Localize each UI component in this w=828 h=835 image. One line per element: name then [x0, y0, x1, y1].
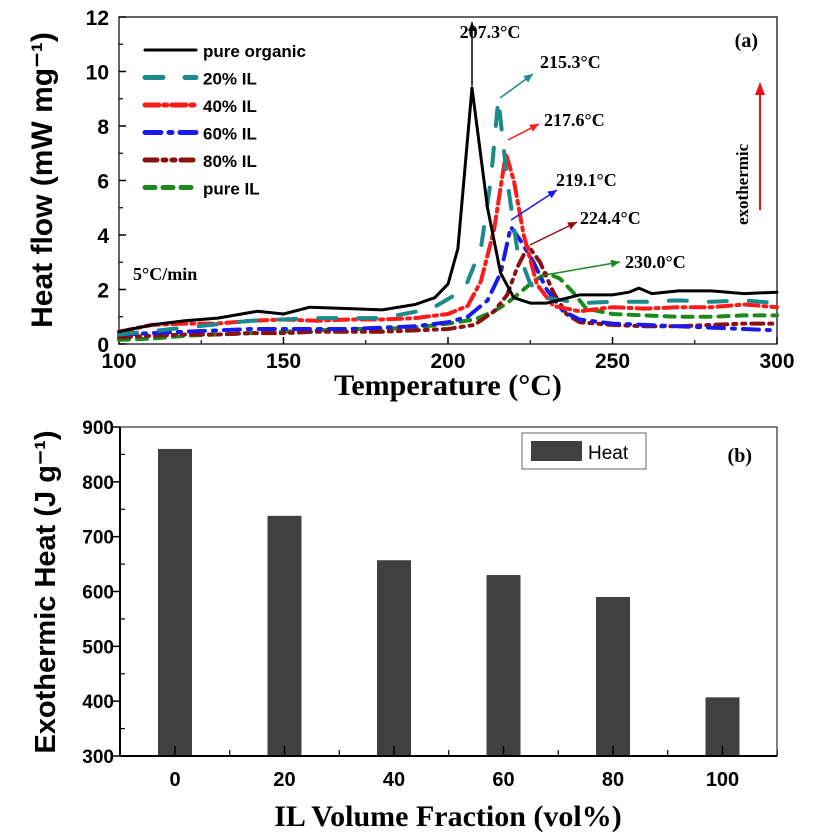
- peak-label: 207.3°C: [460, 22, 521, 42]
- rate-annotation: 5°C/min: [133, 264, 197, 284]
- a-xtick-label: 150: [266, 350, 301, 373]
- legend-swatch-heat: [531, 441, 582, 461]
- a-ytick-label: 4: [97, 225, 109, 248]
- legend-label: 20% IL: [203, 70, 257, 89]
- b-xtick-label: 60: [492, 769, 514, 791]
- legend-label: pure IL: [203, 180, 260, 199]
- a-xtick-label: 100: [101, 350, 136, 373]
- b-ytick-label: 400: [82, 692, 114, 713]
- series-line-80-il: [117, 243, 779, 340]
- bar-40: [377, 560, 411, 756]
- legend-label-heat: Heat: [588, 443, 629, 464]
- b-ytick-label: 600: [82, 583, 114, 604]
- peak-arrowhead-icon: [547, 190, 557, 199]
- b-ytick-label: 700: [82, 528, 114, 549]
- peak-arrowhead-icon: [567, 222, 577, 230]
- series-line-pure-organic: [117, 86, 779, 334]
- b-xtick-label: 20: [273, 769, 295, 791]
- series-line-60-il: [117, 224, 779, 337]
- a-ytick-label: 2: [97, 280, 109, 303]
- panel-b-xlabel: IL Volume Fraction (vol%): [274, 800, 622, 833]
- b-ytick-label: 500: [82, 637, 114, 658]
- b-xtick-label: 100: [706, 769, 739, 791]
- peak-arrowhead-icon: [610, 259, 620, 268]
- b-xtick-label: 80: [602, 769, 624, 791]
- panel-a-ylabel: Heat flow (mW mg⁻¹): [26, 32, 59, 328]
- peak-label: 224.4°C: [580, 208, 641, 228]
- b-ytick-label: 900: [82, 418, 114, 439]
- panel-a-label: (a): [735, 30, 758, 52]
- a-xtick-label: 250: [595, 350, 630, 373]
- peak-arrow: [544, 261, 621, 276]
- b-xtick-label: 0: [169, 769, 180, 791]
- bar-80: [596, 596, 630, 756]
- exothermic-label: exothermic: [733, 143, 752, 225]
- a-ytick-label: 0: [97, 334, 109, 357]
- bar-20: [267, 515, 302, 756]
- a-ytick-label: 12: [86, 7, 109, 30]
- a-ytick-label: 10: [86, 62, 109, 85]
- a-xtick-label: 300: [759, 350, 794, 373]
- legend-label: 80% IL: [203, 152, 257, 171]
- peak-arrow: [510, 189, 558, 221]
- peak-label: 219.1°C: [556, 170, 617, 190]
- peak-arrowhead-icon: [529, 124, 539, 132]
- legend-label: 40% IL: [203, 97, 257, 116]
- peak-label: 217.6°C: [544, 110, 605, 130]
- b-ytick-label: 300: [82, 747, 114, 768]
- exothermic-arrowhead-icon: [755, 82, 765, 95]
- peak-arrowhead-icon: [468, 22, 477, 31]
- panel-a: 100 150 200 250 300 0 2 4 6 8 10 12 207.3°C 215.3°C…: [26, 7, 795, 402]
- panel-b-frame: [119, 426, 778, 757]
- bar-60: [486, 575, 521, 756]
- a-ytick-label: 6: [97, 171, 109, 194]
- b-xtick-label: 40: [383, 769, 405, 791]
- panel-a-xlabel: Temperature (°C): [334, 369, 562, 402]
- legend-label: 60% IL: [203, 125, 257, 144]
- b-ytick-label: 800: [82, 473, 114, 494]
- peak-label: 215.3°C: [540, 52, 601, 72]
- a-xtick-label: 200: [430, 350, 465, 373]
- legend-label: pure organic: [203, 42, 306, 61]
- bar-0: [158, 448, 192, 756]
- a-ytick-label: 8: [97, 116, 109, 139]
- peak-label: 230.0°C: [625, 252, 686, 272]
- peak-arrowhead-icon: [523, 74, 533, 83]
- panel-b-label: (b): [728, 445, 752, 467]
- panel-b-ylabel: Exothermic Heat (J g⁻¹): [30, 430, 62, 753]
- series-line-20-il: [117, 96, 779, 337]
